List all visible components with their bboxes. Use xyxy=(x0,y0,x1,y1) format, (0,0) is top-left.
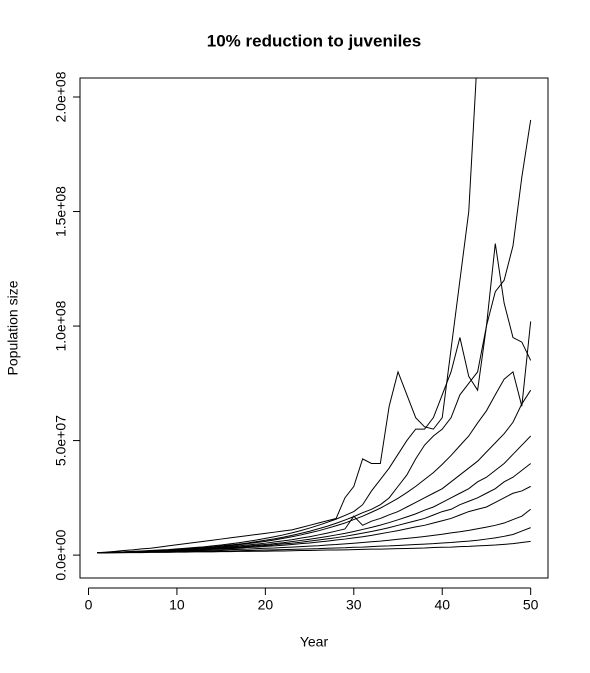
y-tick-label: 5.0e+07 xyxy=(53,415,69,466)
chart-title: 10% reduction to juveniles xyxy=(207,31,421,50)
x-axis-label: Year xyxy=(300,634,329,650)
x-tick-label: 20 xyxy=(258,597,274,613)
y-tick-label: 1.5e+08 xyxy=(53,186,69,237)
y-tick-label: 0.0e+00 xyxy=(53,529,69,580)
x-tick-label: 30 xyxy=(346,597,362,613)
y-tick-label: 2.0e+08 xyxy=(53,71,69,122)
x-tick-label: 50 xyxy=(523,597,539,613)
x-tick-label: 0 xyxy=(85,597,93,613)
y-axis-label: Population size xyxy=(5,280,21,375)
series-line xyxy=(97,78,477,554)
x-tick-label: 10 xyxy=(169,597,185,613)
series-line xyxy=(97,540,531,554)
y-tick-label: 1.0e+08 xyxy=(53,300,69,351)
plot-lines xyxy=(97,78,532,554)
x-tick-label: 40 xyxy=(434,597,450,613)
series-line xyxy=(97,243,532,554)
